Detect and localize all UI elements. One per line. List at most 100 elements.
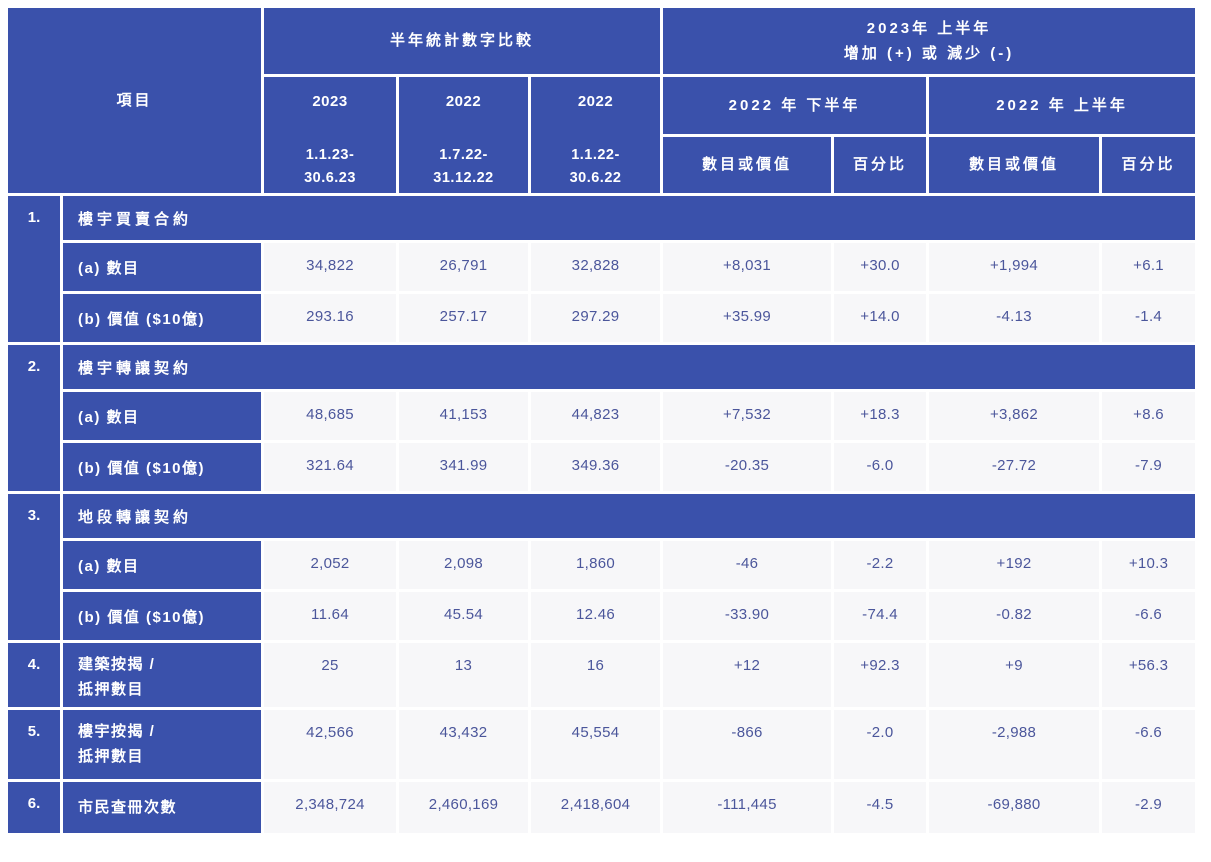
header-row-2: 2023 1.1.23- 30.6.23 2022 1.7.22- 31.12.… (8, 77, 1196, 193)
data-cell: -4.13 (929, 294, 1100, 342)
data-cell: +6.1 (1102, 243, 1196, 291)
half-year-statistics-table: 項目 半年統計數字比較 2023年 上半年 增加 (+) 或 減少 (-) 20… (5, 5, 1198, 836)
row-label: (a) 數目 (63, 243, 262, 291)
table-row: (a) 數目 34,822 26,791 32,828 +8,031 +30.0… (8, 243, 1196, 291)
percentage-header-1: 百分比 (834, 137, 927, 193)
table-row: (b) 價值 ($10億) 321.64 341.99 349.36 -20.3… (8, 443, 1196, 491)
items-column-header: 項目 (8, 8, 262, 193)
data-cell: +56.3 (1102, 643, 1196, 707)
data-cell: 321.64 (264, 443, 397, 491)
data-cell: -111,445 (663, 782, 832, 833)
section-2-title-row: 2. 樓宇轉讓契約 (8, 345, 1196, 491)
data-cell: +18.3 (834, 392, 927, 440)
data-cell: -6.6 (1102, 592, 1196, 640)
data-cell: 34,822 (264, 243, 397, 291)
data-cell: 41,153 (399, 392, 529, 440)
data-cell: 48,685 (264, 392, 397, 440)
data-cell: +9 (929, 643, 1100, 707)
data-cell: +8.6 (1102, 392, 1196, 440)
data-cell: 2,418,604 (531, 782, 661, 833)
data-cell: -20.35 (663, 443, 832, 491)
data-cell: 44,823 (531, 392, 661, 440)
data-cell: +35.99 (663, 294, 832, 342)
data-cell: 341.99 (399, 443, 529, 491)
data-cell: -2.9 (1102, 782, 1196, 833)
period-column-2023-h1: 2023 1.1.23- 30.6.23 (264, 77, 397, 193)
data-cell: +3,862 (929, 392, 1100, 440)
section-number: 3. (8, 494, 60, 640)
data-cell: 2,052 (264, 541, 397, 589)
data-cell: 2,098 (399, 541, 529, 589)
data-cell: +12 (663, 643, 832, 707)
row-label: (b) 價值 ($10億) (63, 294, 262, 342)
table-row: (a) 數目 48,685 41,153 44,823 +7,532 +18.3… (8, 392, 1196, 440)
data-cell: +14.0 (834, 294, 927, 342)
table-row: 5. 樓宇按揭 / 抵押數目 42,566 43,432 45,554 -866… (8, 710, 1196, 779)
data-cell: 42,566 (264, 710, 397, 779)
data-cell: 12.46 (531, 592, 661, 640)
period-range: 1.1.23- 30.6.23 (304, 147, 356, 187)
data-cell: 11.64 (264, 592, 397, 640)
data-cell: 43,432 (399, 710, 529, 779)
data-cell: 45,554 (531, 710, 661, 779)
data-cell: -2,988 (929, 710, 1100, 779)
data-cell: 2,460,169 (399, 782, 529, 833)
table-row: 4. 建築按揭 / 抵押數目 25 13 16 +12 +92.3 +9 +56… (8, 643, 1196, 707)
number-or-value-header-2: 數目或價值 (929, 137, 1100, 193)
number-or-value-header-1: 數目或價值 (663, 137, 832, 193)
data-cell: +1,994 (929, 243, 1100, 291)
table-row: (a) 數目 2,052 2,098 1,860 -46 -2.2 +192 +… (8, 541, 1196, 589)
change-group-line1: 2023年 上半年 (866, 19, 992, 37)
row-number: 5. (8, 710, 60, 779)
row-number: 6. (8, 782, 60, 833)
percentage-header-2: 百分比 (1102, 137, 1196, 193)
data-cell: -27.72 (929, 443, 1100, 491)
period-year: 2022 (577, 93, 614, 110)
data-cell: 293.16 (264, 294, 397, 342)
period-column-2022-h1: 2022 1.1.22- 30.6.22 (531, 77, 661, 193)
data-cell: -1.4 (1102, 294, 1196, 342)
data-cell: 45.54 (399, 592, 529, 640)
row-label: (b) 價值 ($10億) (63, 592, 262, 640)
data-cell: -0.82 (929, 592, 1100, 640)
data-cell: -4.5 (834, 782, 927, 833)
section-title: 樓宇買賣合約 (63, 196, 1196, 240)
data-cell: -74.4 (834, 592, 927, 640)
section-title: 樓宇轉讓契約 (63, 345, 1196, 389)
data-cell: 257.17 (399, 294, 529, 342)
row-label: 樓宇按揭 / 抵押數目 (63, 710, 262, 779)
row-label: (a) 數目 (63, 541, 262, 589)
row-number: 4. (8, 643, 60, 707)
row-label: 建築按揭 / 抵押數目 (63, 643, 262, 707)
data-cell: -866 (663, 710, 832, 779)
data-cell: 26,791 (399, 243, 529, 291)
section-number: 2. (8, 345, 60, 491)
comparison-group-header: 半年統計數字比較 (264, 8, 661, 74)
section-3-title-row: 3. 地段轉讓契約 (8, 494, 1196, 640)
period-range: 1.1.22- 30.6.22 (569, 147, 622, 187)
subgroup-2022-second-half-header: 2022 年 下半年 (663, 77, 927, 134)
data-cell: 32,828 (531, 243, 661, 291)
data-cell: 16 (531, 643, 661, 707)
data-cell: -2.2 (834, 541, 927, 589)
header-row-1: 項目 半年統計數字比較 2023年 上半年 增加 (+) 或 減少 (-) (8, 8, 1196, 193)
table-row: (b) 價值 ($10億) 11.64 45.54 12.46 -33.90 -… (8, 592, 1196, 640)
row-label: (a) 數目 (63, 392, 262, 440)
subgroup-2022-first-half-header: 2022 年 上半年 (929, 77, 1196, 134)
change-group-header: 2023年 上半年 增加 (+) 或 減少 (-) (663, 8, 1196, 74)
data-cell: -2.0 (834, 710, 927, 779)
data-cell: +192 (929, 541, 1100, 589)
section-number: 1. (8, 196, 60, 342)
data-cell: -6.0 (834, 443, 927, 491)
header-row-3: 數目或價值 百分比 數目或價值 百分比 (8, 137, 1196, 193)
data-cell: 1,860 (531, 541, 661, 589)
data-cell: -7.9 (1102, 443, 1196, 491)
period-year: 2022 (445, 93, 482, 110)
data-cell: +92.3 (834, 643, 927, 707)
data-cell: -33.90 (663, 592, 832, 640)
data-cell: 2,348,724 (264, 782, 397, 833)
data-cell: +7,532 (663, 392, 832, 440)
period-column-2022-h2: 2022 1.7.22- 31.12.22 (399, 77, 529, 193)
row-label: 市民查冊次數 (63, 782, 262, 833)
data-cell: 297.29 (531, 294, 661, 342)
